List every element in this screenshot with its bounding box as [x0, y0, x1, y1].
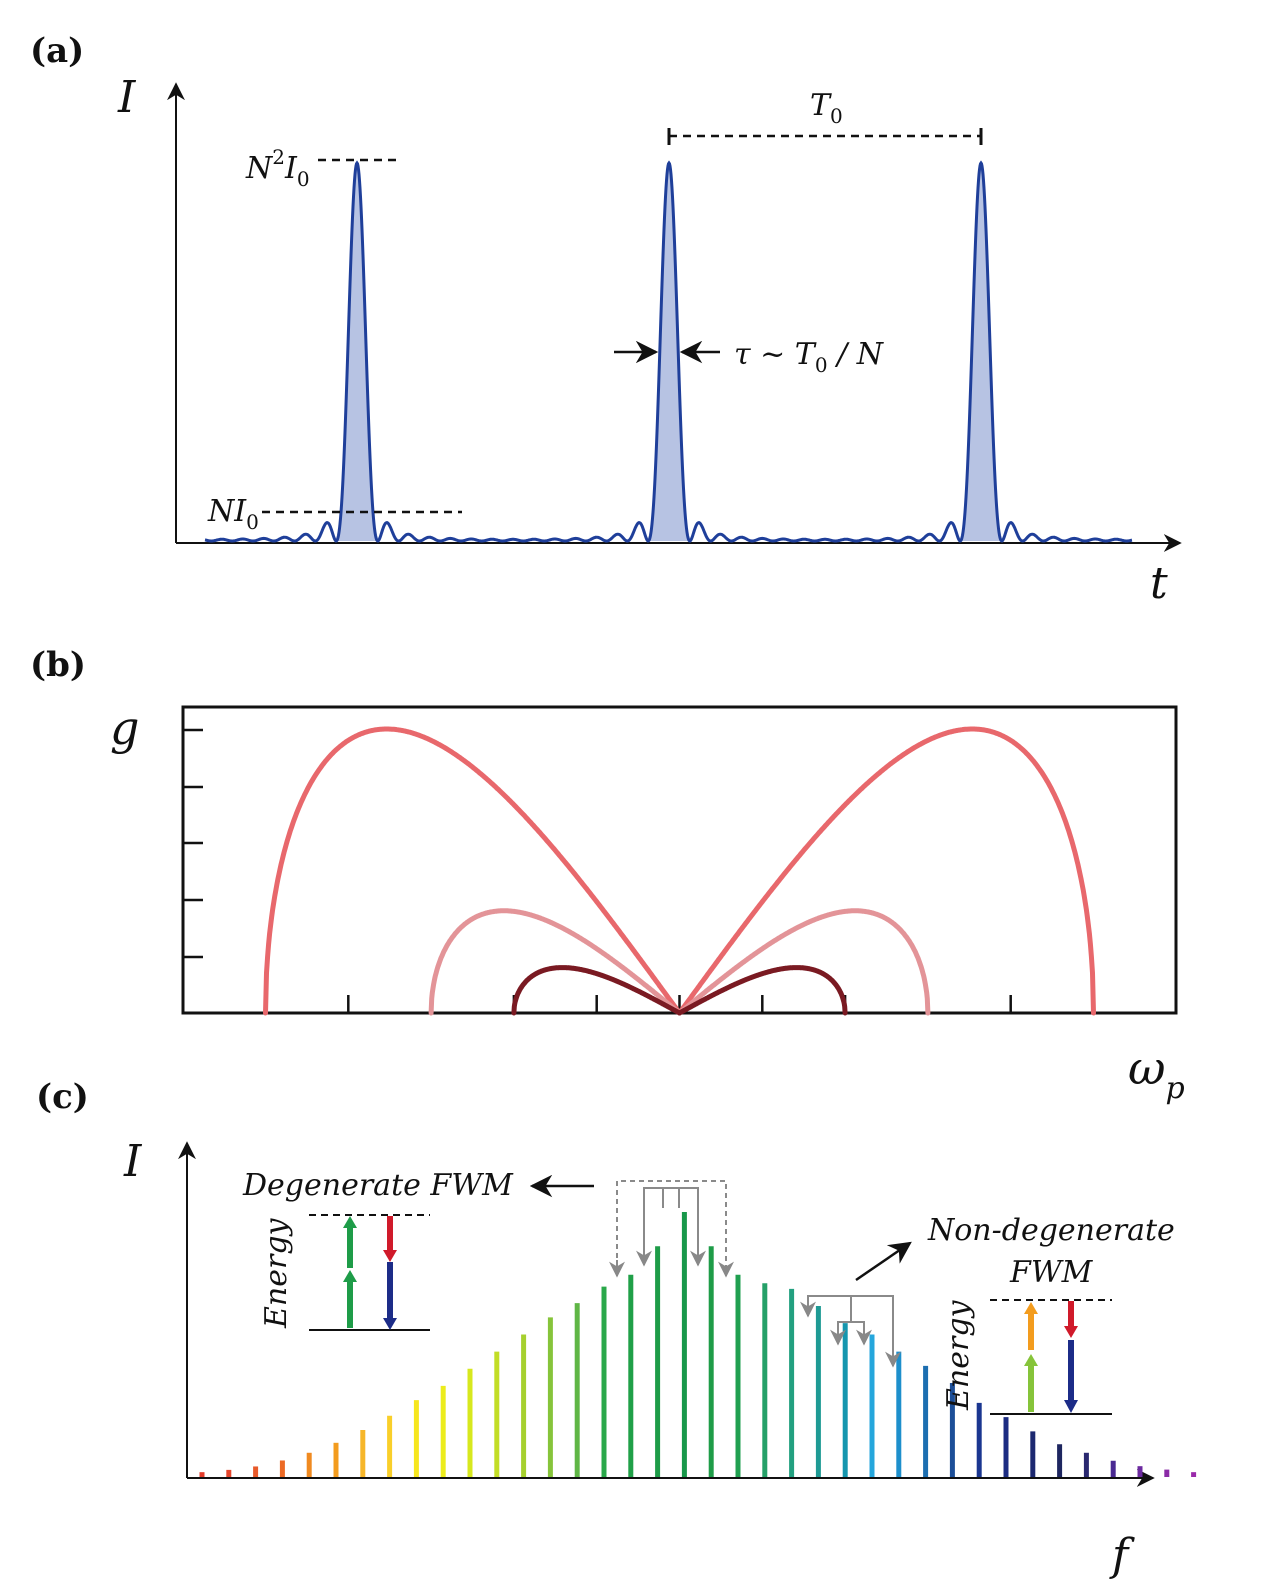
base-level-label: NI0 — [207, 494, 259, 534]
width-label-tau: τ ~ T — [734, 337, 817, 372]
y-axis-label: I — [123, 1136, 143, 1187]
period-label-sub: 0 — [830, 104, 843, 128]
gain-curve-2 — [428, 908, 931, 1016]
pump-arrow-2-head — [343, 1216, 357, 1228]
base-label-var: NI — [207, 494, 247, 529]
width-label-sub: 0 — [815, 353, 828, 377]
inner-bracket — [643, 1187, 706, 1267]
x-axis-label: f — [1109, 1530, 1135, 1581]
nondegenerate-pointer-arrow — [855, 1241, 912, 1282]
peak-label-base: N — [245, 151, 274, 186]
pump-arrow-1-head — [343, 1270, 357, 1282]
nondegenerate-energy-diagram: Energy — [941, 1299, 1112, 1415]
x-axis-label: ωp — [1128, 1041, 1185, 1106]
pulse-fill-2 — [648, 163, 690, 541]
degenerate-bracket — [609, 1180, 734, 1278]
peak-label-var: I — [284, 151, 298, 186]
pulse-curve — [204, 160, 1133, 543]
peak-label-sub: 0 — [297, 167, 310, 191]
panel-c: (c) I f Degenerate FWM — [36, 1077, 1197, 1581]
idler-arrow-head — [1064, 1400, 1078, 1413]
pump-arrow-2-head — [1024, 1302, 1038, 1314]
pulse-fill-1 — [336, 163, 378, 541]
panel-c-label: (c) — [36, 1077, 89, 1117]
energy-label-2: Energy — [941, 1299, 976, 1411]
signal-arrow-head — [1064, 1326, 1078, 1338]
x-label-sub: p — [1166, 1071, 1185, 1106]
inner-bracket — [837, 1321, 872, 1346]
idler-arrow-head — [383, 1318, 397, 1330]
y-axis-label: g — [110, 701, 139, 755]
base-label-sub: 0 — [246, 510, 259, 534]
pulse-train — [204, 160, 1133, 543]
degenerate-energy-diagram: Energy — [259, 1214, 430, 1331]
outer-dashed-bracket — [616, 1180, 734, 1278]
panel-a: (a) I t N2I0 NI0 T0 τ ~ T0 / N — [30, 31, 1182, 609]
pulse-fill-3 — [960, 163, 1002, 541]
energy-label: Energy — [259, 1217, 294, 1329]
peak-level-label: N2I0 — [245, 145, 310, 191]
width-label: τ ~ T0 / N — [734, 337, 885, 377]
peak-label-sup: 2 — [272, 145, 285, 169]
x-label-main: ω — [1128, 1041, 1166, 1095]
width-label-rest: / N — [828, 337, 885, 372]
signal-arrow-head — [383, 1250, 397, 1262]
degenerate-label: Degenerate FWM — [242, 1168, 514, 1203]
gain-curve-1 — [263, 726, 1096, 1016]
y-axis-label: I — [117, 72, 137, 123]
x-axis-label: t — [1150, 558, 1168, 609]
comb-lines — [199, 1212, 1197, 1477]
nondegenerate-label-line2: FWM — [1009, 1255, 1094, 1290]
period-label: T0 — [810, 88, 843, 128]
nondegenerate-label-line1: Non-degenerate — [927, 1213, 1175, 1248]
panel-a-label: (a) — [30, 31, 84, 71]
period-label-var: T — [810, 88, 832, 123]
pump-arrow-1-head — [1024, 1354, 1038, 1366]
panel-b: (b) g ωp — [30, 645, 1185, 1106]
gain-curve-3 — [511, 965, 848, 1016]
gain-curves — [263, 726, 1096, 1016]
panel-b-label: (b) — [30, 645, 86, 685]
nondegenerate-bracket — [800, 1295, 901, 1368]
